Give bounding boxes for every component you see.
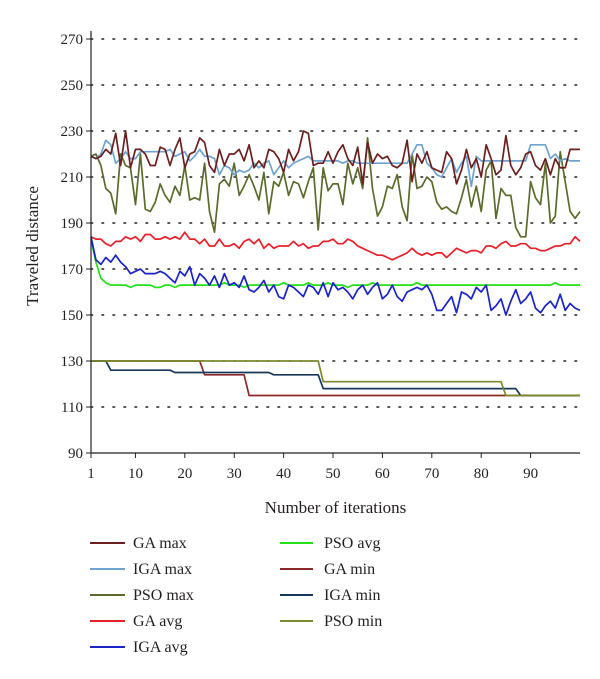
legend-label-pso-max: PSO max	[133, 587, 194, 604]
x-tick-label: 40	[276, 466, 291, 482]
legend-label-ga-min: GA min	[324, 561, 375, 578]
series-line-iga-min	[91, 360, 580, 397]
legend-label-pso-avg: PSO avg	[324, 535, 380, 552]
series-line-iga-avg	[90, 236, 581, 316]
y-tick-label: 110	[61, 400, 83, 416]
series-line-ga-avg	[90, 231, 581, 261]
series-lines	[90, 130, 581, 397]
series-line-pso-max	[90, 137, 581, 238]
series-line-pso-min	[91, 360, 580, 397]
series-line-ga-min	[91, 360, 580, 397]
y-axis-title: Traveled distance	[23, 186, 42, 306]
series-line-iga-max	[90, 139, 580, 188]
x-tick-label: 90	[523, 466, 538, 482]
x-tick-label: 10	[128, 466, 143, 482]
legend: GA max IGA max PSO max GA avg IGA avg PSO avg…	[90, 535, 382, 656]
x-tick-label: 30	[227, 466, 242, 482]
y-tick-label: 170	[61, 262, 84, 278]
y-tick-label: 210	[61, 170, 84, 186]
series-line-ga-max	[90, 130, 580, 185]
y-tick-label: 230	[61, 124, 84, 140]
legend-label-pso-min: PSO min	[324, 613, 382, 630]
y-tick-label: 150	[61, 308, 84, 324]
legend-label-ga-max: GA max	[133, 535, 187, 552]
y-tick-label: 90	[68, 446, 83, 462]
axes	[90, 31, 580, 454]
x-tick-label: 80	[474, 466, 489, 482]
legend-label-iga-avg: IGA avg	[133, 639, 188, 656]
x-tick-label: 20	[177, 466, 192, 482]
grid-lines	[90, 38, 581, 408]
x-axis-title: Number of iterations	[265, 498, 407, 517]
x-tick-label: 50	[326, 466, 341, 482]
y-tick-label: 190	[61, 216, 84, 232]
x-tick-label: 60	[375, 466, 390, 482]
legend-label-iga-min: IGA min	[324, 587, 380, 604]
legend-label-ga-avg: GA avg	[133, 613, 182, 630]
y-tick-label: 130	[61, 354, 84, 370]
series-line-pso-avg	[90, 238, 580, 289]
y-tick-label: 270	[61, 32, 84, 48]
y-tick-label: 250	[61, 78, 84, 94]
x-tick-label: 1	[87, 466, 95, 482]
legend-label-iga-max: IGA max	[133, 561, 192, 578]
x-tick-label: 70	[424, 466, 439, 482]
